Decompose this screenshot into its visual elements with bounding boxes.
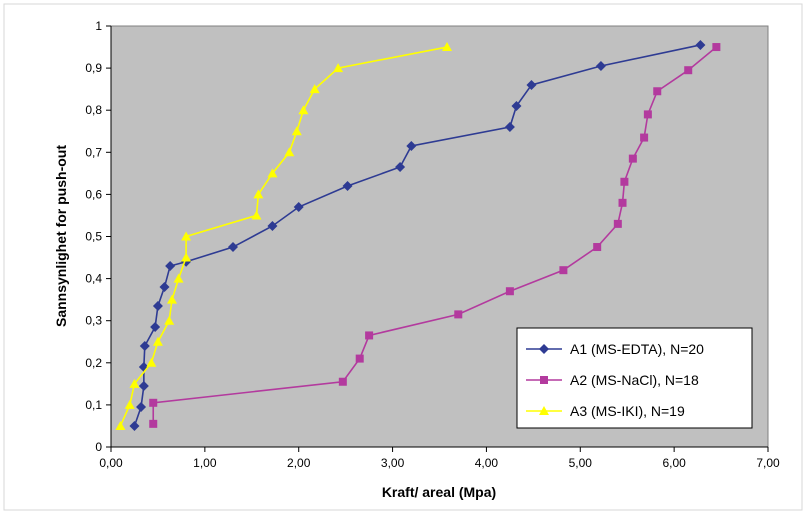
x-tick-label: 1,00 (193, 456, 217, 470)
y-tick-label: 0,9 (85, 61, 102, 75)
data-point (298, 105, 309, 115)
data-point (149, 419, 158, 428)
data-point (442, 42, 453, 52)
data-point (504, 122, 515, 133)
series-3 (115, 42, 453, 430)
data-point (511, 100, 522, 111)
data-point (618, 198, 627, 207)
data-point (595, 60, 606, 71)
data-point (355, 354, 364, 363)
data-point (167, 294, 178, 304)
data-point (653, 87, 662, 96)
data-point (695, 39, 706, 50)
data-point (559, 266, 568, 275)
data-point (293, 202, 304, 213)
data-point (129, 378, 140, 388)
data-point (342, 180, 353, 191)
x-axis: 0,00 1,00 2,00 3,00 4,00 5,00 6,00 7,00 (99, 446, 780, 470)
x-tick-label: 3,00 (381, 456, 405, 470)
data-point (139, 340, 150, 351)
data-point (164, 315, 175, 325)
data-point (593, 243, 602, 252)
data-point (526, 79, 537, 90)
data-point (124, 399, 135, 409)
series-1 (129, 39, 706, 431)
y-tick-label: 0,5 (85, 230, 102, 244)
data-point (365, 331, 374, 340)
data-point (712, 43, 721, 52)
data-point (309, 84, 320, 94)
legend-label: A2 (MS-NaCl), N=18 (570, 372, 699, 388)
data-point (333, 63, 344, 73)
x-tick-label: 2,00 (287, 456, 311, 470)
y-tick-label: 0,6 (85, 187, 102, 201)
data-point (613, 219, 622, 228)
series-layer (115, 39, 721, 431)
y-tick-label: 0,2 (85, 356, 102, 370)
data-point (267, 168, 278, 178)
x-tick-label: 0,00 (99, 456, 123, 470)
data-point (138, 380, 149, 391)
data-point (181, 231, 192, 241)
data-point (150, 322, 161, 333)
y-tick-label: 0,4 (85, 272, 102, 286)
data-point (628, 154, 637, 163)
data-point (152, 336, 163, 346)
x-axis-title: Kraft/ areal (Mpa) (382, 484, 496, 500)
data-point (640, 133, 649, 142)
data-point (181, 252, 192, 262)
x-tick-label: 7,00 (756, 456, 780, 470)
y-tick-label: 0,8 (85, 103, 102, 117)
data-point (165, 260, 176, 271)
data-point (136, 402, 147, 413)
data-point (267, 220, 278, 231)
data-point (152, 300, 163, 311)
y-tick-label: 0,3 (85, 314, 102, 328)
data-point (291, 126, 302, 136)
data-point (406, 140, 417, 151)
y-axis: 0 0,1 0,2 0,3 0,4 0,5 0,6 0,7 0,8 0,9 1 (85, 19, 112, 454)
data-point (684, 66, 693, 75)
legend-label: A1 (MS-EDTA), N=20 (570, 341, 704, 357)
data-point (505, 287, 514, 296)
legend: A1 (MS-EDTA), N=20 A2 (MS-NaCl), N=18 A3 (… (516, 327, 753, 429)
y-tick-label: 1 (95, 19, 102, 33)
y-tick-label: 0 (95, 440, 102, 454)
data-point (149, 398, 158, 407)
x-tick-label: 6,00 (662, 456, 686, 470)
y-tick-label: 0,7 (85, 145, 102, 159)
data-point (643, 110, 652, 119)
x-tick-label: 4,00 (475, 456, 499, 470)
data-point (159, 282, 170, 293)
legend-marker (539, 406, 549, 415)
data-point (146, 357, 157, 367)
x-tick-label: 5,00 (569, 456, 593, 470)
data-point (129, 420, 140, 431)
data-point (228, 242, 239, 253)
y-tick-label: 0,1 (85, 398, 102, 412)
data-point (173, 273, 184, 283)
data-point (395, 162, 406, 173)
data-point (454, 310, 463, 319)
data-point (251, 210, 262, 220)
data-point (620, 177, 629, 186)
y-axis-title: Sannsynlighet for push-out (53, 145, 69, 327)
legend-marker (539, 344, 549, 354)
data-point (284, 147, 295, 157)
data-point (253, 189, 264, 199)
legend-marker (540, 376, 548, 384)
data-point (338, 377, 347, 386)
series-2 (149, 43, 721, 428)
data-point (115, 420, 126, 430)
legend-label: A3 (MS-IKI), N=19 (570, 403, 685, 419)
